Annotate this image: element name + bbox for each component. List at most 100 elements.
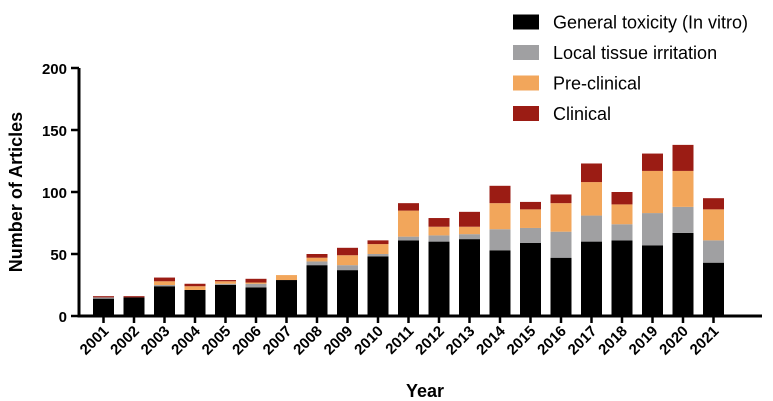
bar-2010-series-2	[367, 244, 389, 254]
bar-2004-series-3	[184, 283, 206, 287]
y-tick-label: 100	[42, 185, 67, 202]
bar-2004-series-0	[184, 289, 206, 316]
x-tick-label: 2013	[443, 323, 479, 359]
bar-2012-series-2	[428, 226, 450, 236]
bar-2010-series-3	[367, 240, 389, 245]
x-tick-label: 2005	[199, 323, 235, 359]
bar-2014-series-3	[489, 185, 511, 204]
x-tick-label: 2007	[260, 323, 296, 359]
bar-2009-series-1	[337, 265, 358, 271]
bar-2021-series-0	[703, 262, 724, 316]
bars-group	[93, 144, 724, 316]
x-tick-label: 2003	[138, 323, 174, 359]
x-ticks-group: 2001200220032004200520062007200820092010…	[77, 316, 723, 359]
bar-2014-series-1	[489, 229, 511, 251]
bar-2011-series-1	[398, 236, 419, 241]
bar-2001-series-3	[93, 296, 114, 298]
bar-2015-series-3	[520, 201, 541, 210]
x-tick-label: 2019	[626, 323, 662, 359]
bar-2018-series-3	[611, 192, 633, 205]
bar-2003-series-3	[154, 277, 175, 282]
bar-2016-series-3	[550, 194, 572, 204]
bar-2006-series-1	[245, 283, 267, 288]
bar-2009-series-0	[337, 270, 358, 316]
bar-2020-series-0	[672, 232, 694, 316]
bar-2020-series-2	[672, 170, 694, 207]
x-tick-label: 2021	[687, 323, 723, 359]
bar-2021-series-3	[703, 198, 724, 210]
bar-2014-series-0	[489, 250, 511, 316]
bar-2011-series-2	[398, 210, 419, 237]
legend-swatch	[513, 14, 539, 30]
bar-2005-series-2	[215, 281, 236, 284]
bar-2011-series-3	[398, 203, 419, 211]
bar-2017-series-2	[581, 182, 602, 216]
bar-2015-series-1	[520, 227, 541, 243]
bar-2013-series-0	[459, 239, 480, 316]
bar-2021-series-1	[703, 240, 724, 263]
bar-2006-series-3	[245, 278, 267, 283]
legend-label: Clinical	[553, 104, 611, 124]
bar-2008-series-2	[306, 257, 328, 262]
x-tick-label: 2011	[382, 323, 417, 358]
bar-2006-series-0	[245, 287, 267, 316]
bar-2012-series-0	[428, 241, 450, 316]
bar-2009-series-2	[337, 255, 358, 266]
bar-2008-series-0	[306, 265, 328, 316]
bar-2019-series-3	[642, 153, 663, 171]
bar-2012-series-1	[428, 235, 450, 242]
bar-2020-series-1	[672, 206, 694, 233]
x-tick-label: 2014	[473, 322, 509, 358]
bar-2017-series-0	[581, 241, 602, 316]
bar-2004-series-2	[184, 286, 206, 290]
bar-2014-series-2	[489, 203, 511, 230]
bar-2002-series-0	[123, 297, 145, 316]
legend-swatch	[513, 45, 539, 60]
bar-2017-series-1	[581, 215, 602, 242]
x-tick-label: 2006	[229, 323, 265, 359]
y-axis-title: Number of Articles	[6, 112, 26, 272]
bar-2008-series-3	[306, 254, 328, 258]
bar-2006-series-2	[245, 282, 267, 284]
x-tick-label: 2020	[656, 323, 692, 359]
bar-2018-series-0	[611, 240, 633, 316]
y-tick-label: 50	[50, 247, 67, 264]
bar-2002-series-3	[123, 296, 145, 298]
x-axis-title: Year	[406, 381, 444, 401]
bar-2016-series-1	[550, 231, 572, 258]
bar-2001-series-0	[93, 298, 114, 316]
bar-2020-series-3	[672, 144, 694, 171]
bar-2003-series-1	[154, 285, 175, 287]
x-tick-label: 2004	[168, 322, 204, 358]
legend-label: General toxicity (In vitro)	[553, 13, 748, 33]
y-tick-label: 200	[42, 61, 67, 78]
bar-2007-series-0	[276, 280, 297, 316]
bar-2005-series-1	[215, 283, 236, 285]
bar-2013-series-2	[459, 226, 480, 235]
x-tick-label: 2002	[107, 323, 143, 359]
bar-2007-series-2	[276, 275, 297, 281]
bar-2013-series-1	[459, 234, 480, 240]
bar-2009-series-3	[337, 247, 358, 256]
bar-2005-series-3	[215, 280, 236, 282]
legend: General toxicity (In vitro) Local tissue …	[513, 13, 748, 124]
bar-2016-series-2	[550, 203, 572, 232]
bar-2005-series-0	[215, 285, 236, 316]
y-ticks-group: 0 50 100 150 200	[42, 61, 79, 326]
x-tick-label: 2017	[565, 323, 601, 359]
legend-swatch	[513, 75, 539, 91]
bar-2010-series-0	[367, 256, 389, 316]
x-tick-label: 2008	[290, 323, 326, 359]
bar-2001-series-1	[93, 297, 114, 299]
bar-2015-series-2	[520, 209, 541, 228]
bar-2021-series-2	[703, 209, 724, 241]
x-tick-label: 2001	[77, 323, 113, 359]
bar-2013-series-3	[459, 211, 480, 227]
bar-2003-series-0	[154, 286, 175, 316]
y-tick-label: 0	[59, 309, 67, 326]
bar-2010-series-1	[367, 254, 389, 257]
bar-2011-series-0	[398, 240, 419, 316]
legend-label: Pre-clinical	[553, 74, 641, 94]
bar-2008-series-1	[306, 261, 328, 266]
x-tick-label: 2010	[351, 323, 387, 359]
